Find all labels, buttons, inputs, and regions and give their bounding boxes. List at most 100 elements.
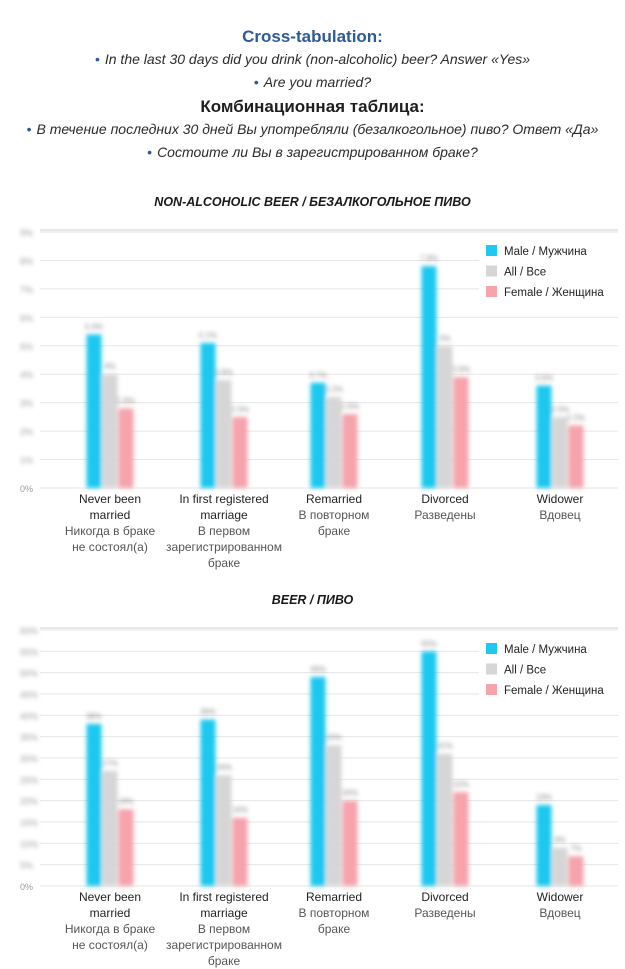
bar-male-1 (200, 719, 216, 886)
category-label-ru: не состоял(а) (72, 938, 148, 952)
bar-all-4 (552, 847, 568, 886)
bar-value-label: 4% (104, 362, 116, 371)
category-label: Divorced Разведены (414, 890, 475, 920)
bar-value-label: 3.8% (215, 368, 233, 377)
bar-value-label: 3.9% (452, 365, 470, 374)
bar-male-3 (421, 651, 437, 886)
bar-male-2 (310, 676, 326, 886)
category-label-ru: Никогда в браке (65, 524, 156, 538)
y-tick-label: 50% (20, 669, 38, 679)
legend-label-all: All / Все (504, 665, 546, 677)
y-tick-label: 45% (20, 690, 38, 700)
y-tick-label: 5% (20, 342, 33, 352)
y-tick-label: 2% (20, 427, 33, 437)
y-tick-label: 10% (20, 839, 38, 849)
bar-all-2 (326, 745, 342, 886)
bar-female-3 (453, 377, 469, 488)
category-label: In first registered marriage В первом зарег… (166, 492, 282, 570)
bar-all-2 (326, 396, 342, 488)
category-label-en: Never been (79, 492, 141, 506)
legend-swatch-male (486, 245, 497, 256)
bar-value-label: 9% (554, 836, 566, 845)
category-label-en: married (90, 906, 131, 920)
title-en: Cross-tabulation: (242, 27, 383, 46)
legend-swatch-male (486, 643, 497, 654)
category-label: Widower Вдовец (537, 890, 584, 920)
category-label: Never been married Никогда в браке не состо… (65, 890, 156, 952)
chart-2-title: BEER / ПИВО (271, 593, 354, 607)
category-label-ru: В первом (198, 922, 250, 936)
question-1-en-text: In the last 30 days did you drink (non-a… (104, 51, 531, 67)
legend-label-male: Male / Мужчина (504, 246, 587, 258)
question-2-en: • Are you married? (0, 71, 625, 94)
chart-1-title: NON-ALCOHOLIC BEER / БЕЗАЛКОГОЛЬНОЕ ПИВО (154, 195, 471, 209)
legend-label-male: Male / Мужчина (504, 644, 587, 656)
legend-label-female: Female / Женщина (504, 287, 604, 299)
bar-value-label: 19% (536, 793, 552, 802)
y-tick-label: 60% (20, 626, 38, 636)
bar-value-label: 26% (216, 763, 232, 772)
bar-value-label: 2.2% (567, 413, 585, 422)
bar-value-label: 2.5% (231, 405, 249, 414)
legend-swatch-female (486, 286, 497, 297)
bars: 38% 39% 49% 55% 19% 27% 26% 33% 31% 9% 18% 16% 20% 22… (86, 639, 584, 886)
y-tick-label: 35% (20, 733, 38, 743)
bullet: • (26, 121, 32, 137)
bar-all-0 (102, 770, 118, 886)
legend-swatch-all (486, 663, 497, 675)
bar-value-label: 3.2% (325, 385, 343, 394)
y-tick-label: 40% (20, 711, 38, 721)
bullet: • (94, 51, 100, 67)
category-label-en: Divorced (421, 890, 468, 904)
category-label: Widower Вдовец (537, 492, 584, 522)
bar-male-4 (536, 804, 552, 886)
category-label-en: In first registered (179, 492, 268, 506)
bar-all-1 (216, 775, 232, 886)
y-tick-label: 3% (20, 399, 33, 409)
chart-beer: 0% 5% 10% 15% 20% 25% 30% 35% 40% 45% 50% 55% 60% 38%… (20, 626, 619, 968)
legend: Male / Мужчина All / Все Female / Женщина (479, 637, 619, 710)
y-tick-label: 1% (20, 456, 33, 466)
question-1-ru: • В течение последних 30 дней Вы употребл… (0, 118, 625, 141)
bar-all-3 (437, 345, 453, 488)
y-tick-label: 20% (20, 797, 38, 807)
y-tick-label: 7% (20, 285, 33, 295)
bullet: • (253, 74, 259, 90)
bar-female-3 (453, 792, 469, 886)
question-1-ru-text: В течение последних 30 дней Вы употребля… (36, 121, 599, 137)
bar-male-3 (421, 266, 437, 488)
category-label-en: Divorced (421, 492, 468, 506)
category-label-en: marriage (200, 906, 248, 920)
bar-female-4 (568, 856, 584, 886)
bar-female-0 (118, 408, 134, 488)
bar-male-2 (310, 382, 326, 488)
legend-background (479, 637, 619, 710)
legend: Male / Мужчина All / Все Female / Женщина (479, 239, 619, 312)
category-label-en: In first registered (179, 890, 268, 904)
y-tick-label: 8% (20, 256, 33, 266)
header: Cross-tabulation: • In the last 30 days d… (0, 0, 625, 164)
bar-value-label: 3.7% (309, 371, 327, 380)
bar-value-label: 7% (570, 844, 582, 853)
category-label: Divorced Разведены (414, 492, 475, 522)
category-label-ru: Разведены (414, 508, 475, 522)
category-label-ru: не состоял(а) (72, 540, 148, 554)
bar-value-label: 33% (326, 733, 342, 742)
bar-female-0 (118, 809, 134, 886)
bar-value-label: 49% (310, 665, 326, 674)
question-2-ru: • Состоите ли Вы в зарегистрированном бра… (0, 141, 625, 164)
bullet: • (147, 144, 153, 160)
bar-value-label: 31% (437, 742, 453, 751)
bar-value-label: 18% (118, 797, 134, 806)
bar-value-label: 20% (342, 789, 358, 798)
bar-value-label: 22% (453, 780, 469, 789)
bar-value-label: 38% (86, 712, 102, 721)
category-label-ru: Вдовец (539, 906, 580, 920)
category-label-ru: Вдовец (539, 508, 580, 522)
y-tick-label: 0% (20, 882, 33, 892)
bar-female-4 (568, 425, 584, 488)
category-label-ru: Никогда в браке (65, 922, 156, 936)
category-label-ru: браке (318, 922, 351, 936)
title-ru: Комбинационная таблица: (200, 97, 425, 116)
category-label-ru: Разведены (414, 906, 475, 920)
